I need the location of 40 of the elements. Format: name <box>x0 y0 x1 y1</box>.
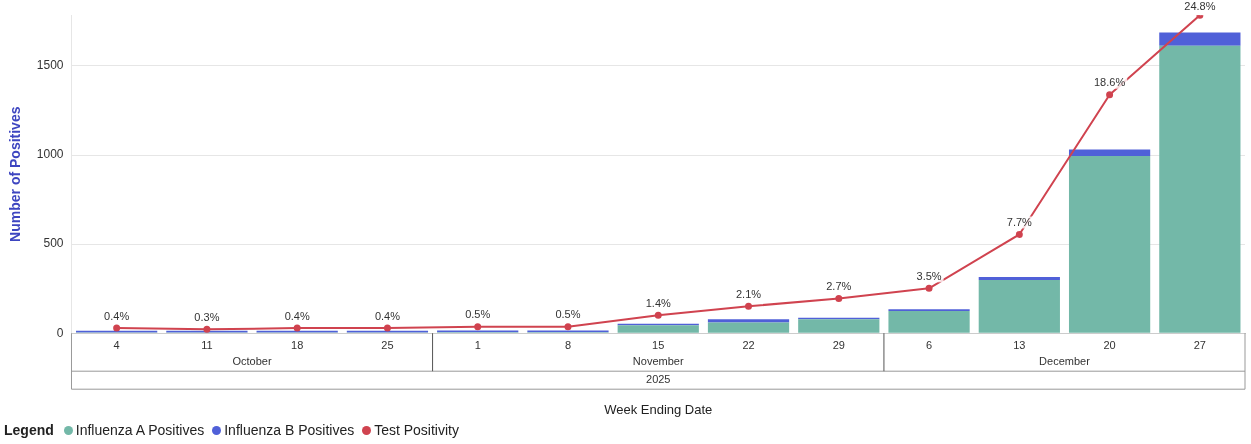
x-tick-label: 1 <box>474 338 481 351</box>
text: 2025 <box>646 373 671 386</box>
y-tick-label: 1500 <box>36 58 64 73</box>
x-tick-label: 11 <box>201 338 213 351</box>
x-tick-label: 29 <box>832 338 845 351</box>
data-label: 18.6% <box>1093 76 1126 89</box>
text: December <box>1039 355 1091 368</box>
data-label: 7.7% <box>1006 216 1033 228</box>
x-tick-label: 13 <box>1013 338 1026 351</box>
data-label: 3.5% <box>916 269 942 282</box>
y-tick-label: 1000 <box>36 147 64 162</box>
legend-label: Influenza B Positives <box>224 422 355 438</box>
x-tick-label: 15 <box>652 338 665 351</box>
x-tick-label: 6 <box>925 338 933 351</box>
y-tick-label: 0 <box>56 325 64 340</box>
x-tick-label: 20 <box>1103 338 1116 351</box>
data-label: 0.4% <box>284 309 310 322</box>
x-tick-label: 18 <box>291 338 304 351</box>
x-tick-label: 22 <box>742 338 755 351</box>
data-label: 2.7% <box>826 280 852 293</box>
y-tick-label: 500 <box>43 236 64 251</box>
legend-label: Influenza A Positives <box>75 422 205 438</box>
data-label: 24.8% <box>1184 0 1216 12</box>
data-label: 0.5% <box>465 308 491 321</box>
data-label: 0.5% <box>555 308 581 321</box>
x-tick-label: 8 <box>564 338 572 351</box>
data-label: 2.1% <box>735 287 762 300</box>
text: November <box>632 355 684 368</box>
data-label: 0.4% <box>104 309 130 322</box>
legend-title: Legend <box>4 422 54 438</box>
text: October <box>232 355 272 368</box>
x-tick-label: 27 <box>1193 338 1206 351</box>
data-label: 0.3% <box>194 310 220 323</box>
x-tick-label: 25 <box>381 338 394 351</box>
legend-label: Test Positivity <box>374 422 459 438</box>
x-axis-title: Week Ending Date <box>604 401 713 417</box>
data-label: 1.4% <box>645 296 671 309</box>
x-tick-label: 4 <box>113 338 120 351</box>
y-axis-title: Number of Positives <box>7 106 24 242</box>
data-label: 0.4% <box>374 309 401 322</box>
